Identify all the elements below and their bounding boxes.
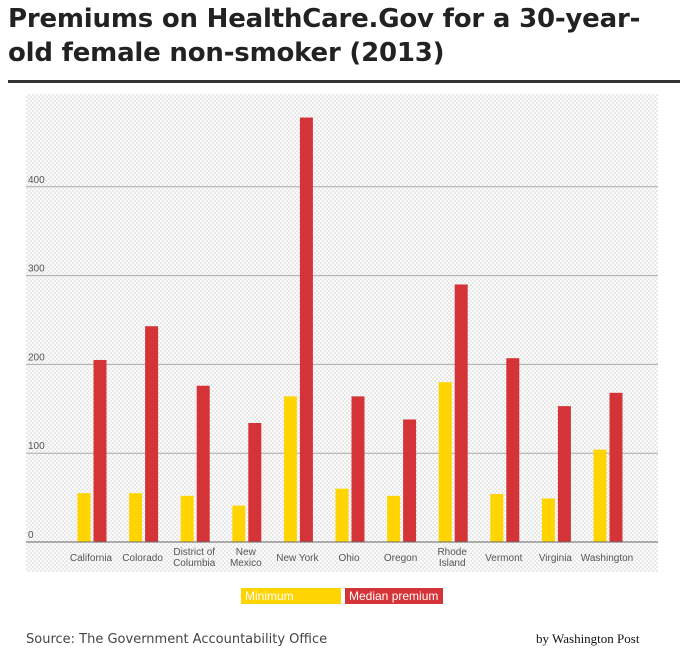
bar-median — [506, 358, 520, 542]
source-note: Source: The Government Accountability Of… — [26, 632, 328, 647]
y-tick-label: 100 — [28, 441, 45, 452]
bar-median — [403, 419, 417, 542]
x-tick-label: New York — [276, 553, 319, 564]
x-tick-label: Rhode Island — [437, 547, 467, 569]
bar-minimum — [129, 493, 143, 542]
y-tick-label: 400 — [28, 175, 45, 186]
title-rule — [8, 80, 680, 83]
bar-minimum — [490, 494, 504, 542]
bar-median — [93, 359, 107, 542]
x-tick-label: Vermont — [485, 553, 522, 564]
bar-minimum — [335, 488, 349, 542]
bar-median — [248, 423, 262, 542]
bar-median — [609, 392, 623, 542]
x-tick-label: Washington — [581, 553, 633, 564]
bar-minimum — [438, 382, 452, 542]
bar-median — [145, 326, 159, 542]
x-tick-label: New Mexico — [230, 547, 262, 569]
bar-median — [454, 284, 468, 542]
bar-minimum — [77, 493, 91, 542]
y-tick-label: 300 — [28, 264, 45, 275]
bar-minimum — [387, 495, 401, 542]
y-tick-label: 200 — [28, 352, 45, 363]
bar-minimum — [541, 498, 555, 542]
x-tick-label: District of Columbia — [173, 547, 216, 569]
bar-minimum — [232, 505, 246, 542]
bar-median — [299, 117, 313, 542]
y-tick-label: 0 — [28, 530, 34, 541]
x-tick-label: California — [70, 553, 113, 564]
x-tick-label: Virginia — [539, 553, 573, 564]
bar-median — [196, 385, 210, 542]
bar-minimum — [180, 495, 194, 542]
bar-minimum — [283, 396, 297, 542]
x-tick-label: Oregon — [384, 553, 417, 564]
bar-median — [351, 396, 365, 542]
bar-median — [557, 406, 571, 542]
legend-median-premium: Median premium — [345, 588, 443, 604]
legend-minimum-premium: Minimum premium — [241, 588, 341, 619]
x-tick-label: Ohio — [338, 553, 360, 564]
x-tick-label: Colorado — [122, 553, 163, 564]
bar-minimum — [593, 449, 607, 542]
chart-title: Premiums on HealthCare.Gov for a 30-year… — [8, 4, 641, 68]
credit-note: by Washington Post — [536, 631, 640, 646]
legend: Minimum premium Median premium — [241, 588, 443, 619]
